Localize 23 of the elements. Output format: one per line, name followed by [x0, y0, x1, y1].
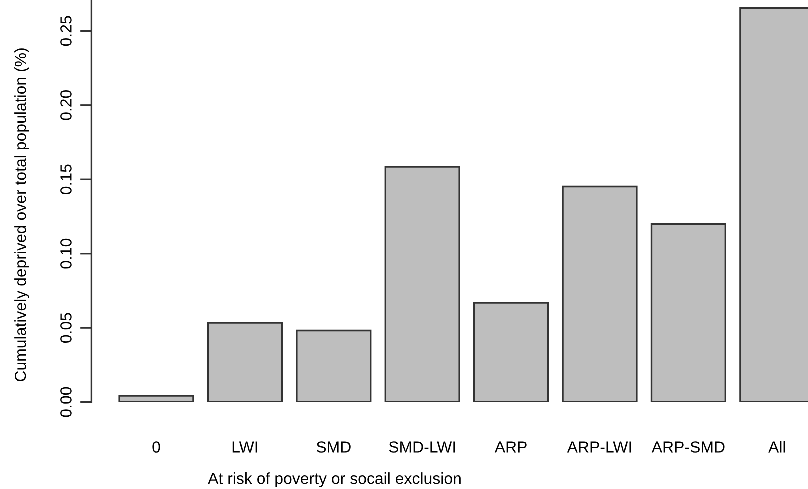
x-tick-label: All [768, 441, 786, 453]
x-tick-label: ARP-SMD [652, 442, 725, 453]
bar [562, 186, 638, 402]
x-tick-label: ARP [494, 442, 527, 453]
x-tick-label: 0 [152, 442, 160, 453]
x-tick-label: SMD [316, 442, 351, 453]
bar [207, 322, 283, 402]
y-axis-title: Cumulatively deprived over total population (%) [14, 48, 30, 382]
y-tick-label: 0.05 [60, 313, 72, 343]
x-tick-label: SMD-LWI [389, 442, 456, 453]
y-tick-label: 0.25 [60, 16, 72, 46]
bar [296, 330, 372, 402]
bar [474, 302, 550, 402]
y-tick-label: 0.00 [60, 387, 72, 418]
bar [118, 395, 194, 402]
bar [650, 223, 726, 402]
y-tick-label: 0.15 [60, 164, 72, 195]
y-tick-label: 0.10 [60, 238, 72, 269]
x-tick-label: LWI [232, 442, 258, 453]
y-tick-label: 0.20 [60, 90, 72, 120]
x-axis-title: At risk of poverty or socail exclusion [208, 472, 461, 488]
x-tick-label: ARP-LWI [567, 442, 632, 453]
bar [384, 166, 460, 402]
